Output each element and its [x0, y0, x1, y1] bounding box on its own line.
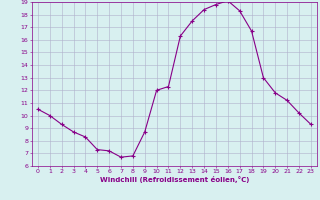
X-axis label: Windchill (Refroidissement éolien,°C): Windchill (Refroidissement éolien,°C) [100, 176, 249, 183]
